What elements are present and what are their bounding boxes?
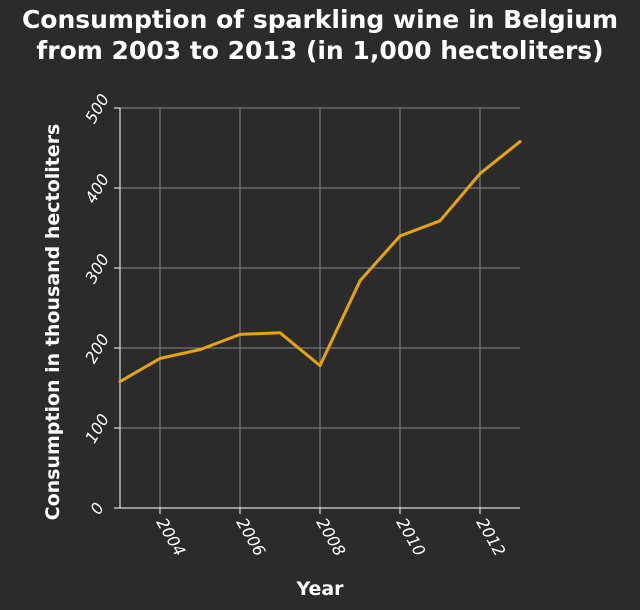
chart-title-line-2: from 2003 to 2013 (in 1,000 hectoliters) <box>36 36 604 65</box>
y-axis-ticks: 0 100 200 300 400 500 <box>81 91 120 518</box>
chart-title: Consumption of sparkling wine in Belgium… <box>0 4 640 66</box>
x-tick-label: 2012 <box>473 515 510 560</box>
x-tick-label: 2008 <box>313 515 350 560</box>
x-tick-label: 2010 <box>393 515 430 560</box>
data-point <box>398 234 402 238</box>
y-tick-label: 300 <box>81 251 113 287</box>
y-tick-label: 400 <box>81 171 113 207</box>
y-tick-label: 100 <box>81 411 113 447</box>
data-point <box>158 356 162 360</box>
x-axis-ticks: 2004 2006 2008 2010 2012 <box>153 508 510 560</box>
x-axis-label: Year <box>295 578 344 600</box>
data-point <box>238 332 242 336</box>
data-point <box>438 219 442 223</box>
data-point <box>278 331 282 335</box>
series-group <box>118 140 522 384</box>
data-point <box>358 279 362 283</box>
data-point <box>198 348 202 352</box>
chart-title-line-1: Consumption of sparkling wine in Belgium <box>21 5 619 34</box>
y-tick-label: 500 <box>81 91 113 127</box>
data-point <box>478 172 482 176</box>
x-tick-label: 2006 <box>233 515 270 560</box>
data-point <box>518 140 522 144</box>
x-tick-label: 2004 <box>153 515 190 560</box>
y-tick-label: 0 <box>86 499 108 517</box>
y-tick-label: 200 <box>81 331 113 367</box>
gridlines <box>120 107 520 509</box>
y-axis-label: Consumption in thousand hectoliters <box>42 124 64 521</box>
data-point <box>118 380 122 384</box>
data-point <box>318 364 322 368</box>
